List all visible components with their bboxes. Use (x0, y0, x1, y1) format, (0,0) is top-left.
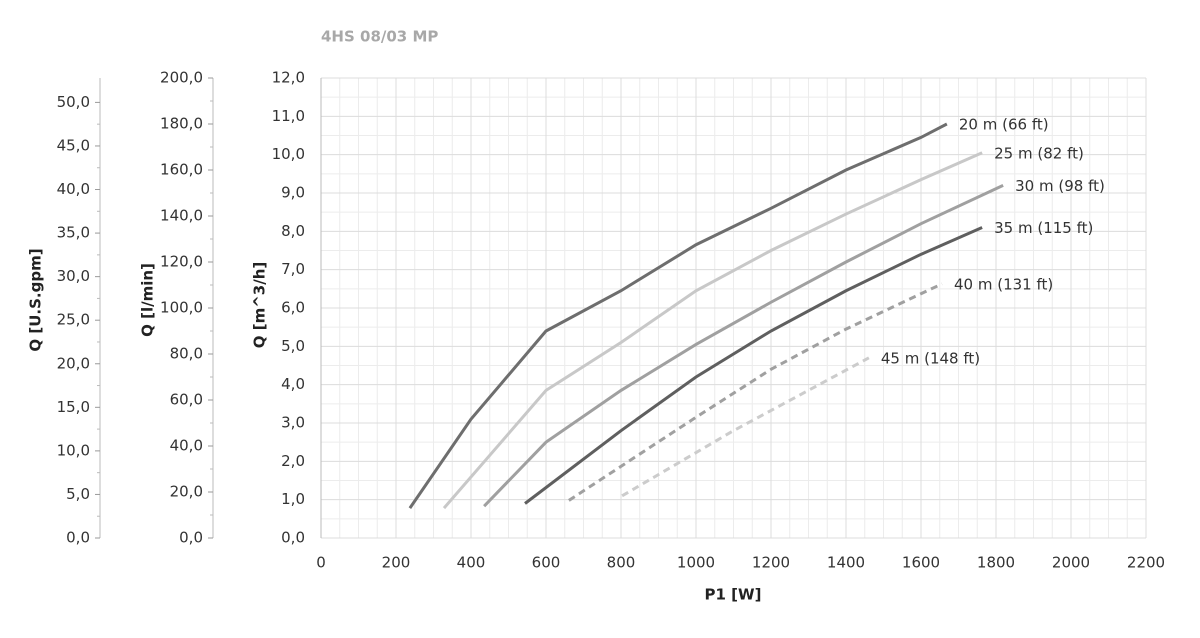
tick-label: 10,0 (57, 441, 90, 459)
y-tick-label: 10,0 (272, 145, 305, 163)
y-tick-label: 0,0 (281, 529, 305, 547)
x-tick-label: 200 (382, 554, 411, 572)
tick-label: 45,0 (57, 136, 90, 154)
y3-axis-label: Q [U.S.gpm] (27, 248, 45, 351)
series-line (408, 122, 948, 509)
y-tick-label: 6,0 (281, 299, 305, 317)
y-tick-label: 9,0 (281, 184, 305, 202)
x-axis-label: P1 [W] (705, 586, 762, 604)
tick-label: 100,0 (160, 299, 203, 317)
y-tick-label: 12,0 (272, 69, 305, 87)
tick-label: 50,0 (57, 93, 90, 111)
chart-title: 4HS 08/03 MP (321, 28, 438, 46)
tick-label: 15,0 (57, 398, 90, 416)
tick-label: 80,0 (170, 345, 203, 363)
tick-label: 0,0 (179, 529, 203, 547)
x-tick-label: 1400 (827, 554, 865, 572)
tick-label: 25,0 (57, 311, 90, 329)
tick-label: 5,0 (66, 485, 90, 503)
x-tick-label: 1000 (677, 554, 715, 572)
tick-label: 60,0 (170, 391, 203, 409)
tick-label: 20,0 (170, 483, 203, 501)
x-tick-label: 1800 (977, 554, 1015, 572)
tick-label: 20,0 (57, 354, 90, 372)
tick-label: 40,0 (170, 437, 203, 455)
tick-label: 160,0 (160, 161, 203, 179)
x-tick-label: 0 (316, 554, 326, 572)
tick-label: 180,0 (160, 115, 203, 133)
x-tick-label: 1600 (902, 554, 940, 572)
y-tick-label: 1,0 (281, 490, 305, 508)
y-tick-label: 11,0 (272, 107, 305, 125)
series-label: 40 m (131 ft) (954, 275, 1053, 293)
x-tick-label: 2000 (1052, 554, 1090, 572)
x-tick-label: 600 (532, 554, 561, 572)
tick-label: 200,0 (160, 69, 203, 87)
tick-label: 0,0 (66, 529, 90, 547)
series-label: 30 m (98 ft) (1015, 177, 1105, 195)
x-tick-label: 2200 (1127, 554, 1165, 572)
series-label: 20 m (66 ft) (959, 116, 1049, 134)
y-tick-label: 2,0 (281, 452, 305, 470)
y-axis-label: Q [m^3/h] (251, 262, 269, 348)
series-line (621, 356, 870, 498)
series-label: 45 m (148 ft) (881, 349, 980, 367)
x-tick-label: 800 (607, 554, 636, 572)
tick-label: 35,0 (57, 224, 90, 242)
tick-label: 120,0 (160, 253, 203, 271)
y-tick-label: 3,0 (281, 414, 305, 432)
series-line (442, 151, 983, 510)
y-tick-label: 5,0 (281, 337, 305, 355)
y-tick-label: 4,0 (281, 375, 305, 393)
y-tick-label: 8,0 (281, 222, 305, 240)
series-label: 35 m (115 ft) (994, 219, 1093, 237)
tick-label: 140,0 (160, 207, 203, 225)
tick-label: 30,0 (57, 267, 90, 285)
series-label: 25 m (82 ft) (994, 144, 1084, 162)
x-tick-label: 1200 (752, 554, 790, 572)
series-line (483, 183, 1004, 508)
y-tick-label: 7,0 (281, 260, 305, 278)
y2-axis-label: Q [l/min] (139, 263, 157, 337)
series-line (568, 282, 943, 502)
series-line (524, 226, 983, 505)
x-tick-label: 400 (457, 554, 486, 572)
tick-label: 40,0 (57, 180, 90, 198)
